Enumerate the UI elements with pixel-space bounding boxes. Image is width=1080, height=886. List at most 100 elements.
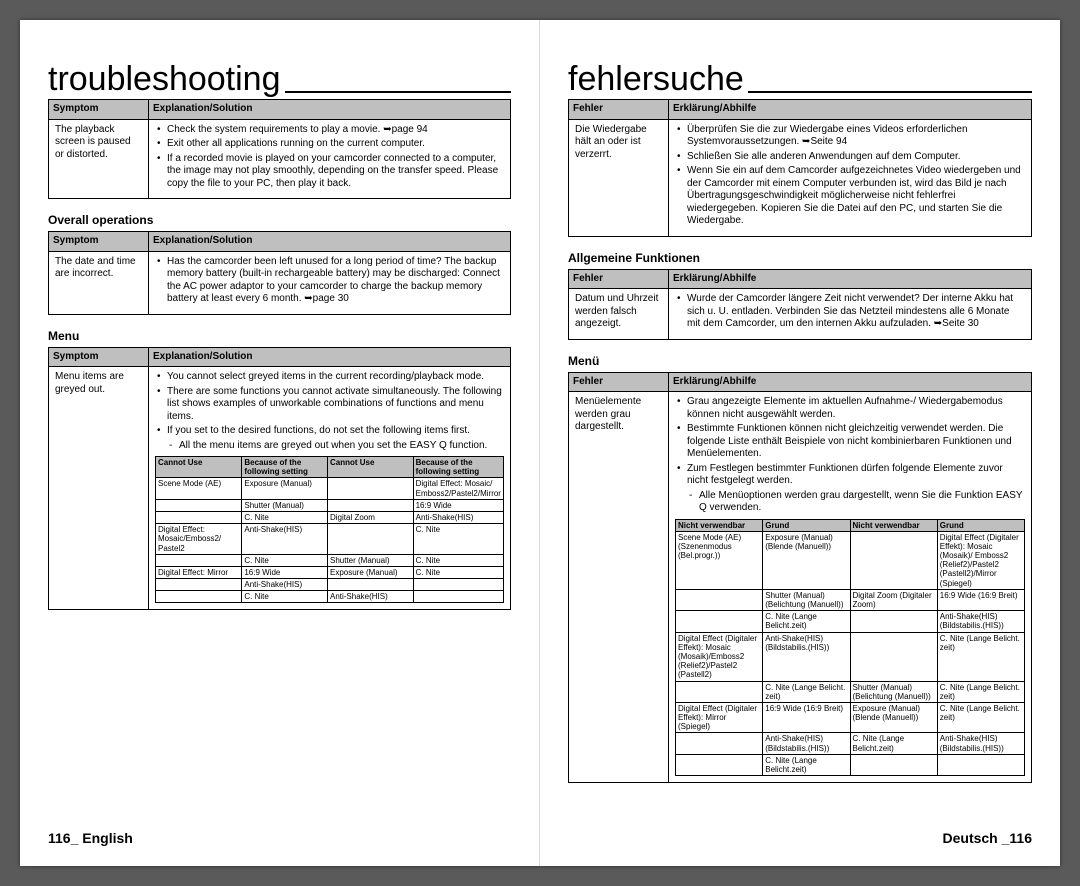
page-german: fehlersuche Fehler Erklärung/Abhilfe Die… xyxy=(540,20,1060,866)
explanation-cell: Überprüfen Sie die zur Wiedergabe eines … xyxy=(669,119,1032,236)
section-overall: Overall operations xyxy=(48,213,511,227)
compat-cell: Shutter (Manual) xyxy=(242,499,328,511)
compat-cell: Anti-Shake(HIS) xyxy=(242,579,328,591)
dash-list: Alle Menüoptionen werden grau dargestell… xyxy=(675,490,1025,515)
bullet: Wurde der Camcorder längere Zeit nicht v… xyxy=(675,293,1025,331)
table-menu: Symptom Explanation/Solution Menu items … xyxy=(48,347,511,611)
bullet: You cannot select greyed items in the cu… xyxy=(155,371,504,384)
explanation-cell: Check the system requirements to play a … xyxy=(149,119,511,199)
compat-cell: Digital Effect (Digitaler Effekt): Mosai… xyxy=(676,632,763,681)
section-overall: Allgemeine Funktionen xyxy=(568,251,1032,265)
dash-item: Alle Menüoptionen werden grau dargestell… xyxy=(687,490,1025,515)
compat-cell xyxy=(327,579,413,591)
bullet: Zum Festlegen bestimmter Funktionen dürf… xyxy=(675,463,1025,488)
bullet: Bestimmte Funktionen können nicht gleich… xyxy=(675,423,1025,461)
compat-cell: C. Nite (Lange Belicht.zeit) xyxy=(763,754,850,775)
explanation-cell: Grau angezeigte Elemente im aktuellen Au… xyxy=(669,392,1032,783)
symptom-cell: The date and time are incorrect. xyxy=(49,251,149,314)
page-title: troubleshooting xyxy=(48,60,281,99)
compat-cell: Shutter (Manual) (Belichtung (Manuell)) xyxy=(850,681,937,702)
bullet: Has the camcorder been left unused for a… xyxy=(155,256,504,306)
compat-header: Nicht verwendbar xyxy=(850,519,937,531)
title-rule xyxy=(748,91,1032,93)
compat-cell: Anti-Shake(HIS) xyxy=(413,511,503,523)
explanation-cell: Wurde der Camcorder längere Zeit nicht v… xyxy=(669,289,1032,340)
table-overall: Fehler Erklärung/Abhilfe Datum und Uhrze… xyxy=(568,269,1032,340)
compat-cell: Exposure (Manual) (Blende (Manuell)) xyxy=(850,702,937,733)
compat-cell: Digital Effect: Mosaic/Emboss2/ Pastel2 xyxy=(156,524,242,555)
compat-header: Nicht verwendbar xyxy=(676,519,763,531)
bullet: Exit other all applications running on t… xyxy=(155,138,504,151)
compat-header: Because of the following setting xyxy=(413,457,503,478)
th-symptom: Symptom xyxy=(49,347,149,367)
compat-cell: Anti-Shake(HIS) (Bildstabilis.(HIS)) xyxy=(937,611,1024,632)
compat-cell: Anti-Shake(HIS) xyxy=(327,591,413,603)
compat-cell: Digital Zoom xyxy=(327,511,413,523)
bullet-list: You cannot select greyed items in the cu… xyxy=(155,371,504,438)
compat-cell xyxy=(937,754,1024,775)
compat-cell xyxy=(850,632,937,681)
compat-cell xyxy=(156,579,242,591)
compat-cell: C. Nite xyxy=(413,524,503,555)
compat-cell xyxy=(676,611,763,632)
th-symptom: Fehler xyxy=(569,269,669,289)
compat-cell: C. Nite (Lange Belicht. zeit) xyxy=(763,681,850,702)
compat-cell xyxy=(676,733,763,754)
compat-header: Grund xyxy=(763,519,850,531)
title-wrap: troubleshooting xyxy=(48,60,511,99)
compat-cell xyxy=(676,589,763,610)
bullet: There are some functions you cannot acti… xyxy=(155,386,504,424)
compat-cell: Digital Effect: Mirror xyxy=(156,566,242,578)
page-footer: Deutsch _116 xyxy=(568,818,1032,846)
bullet: Grau angezeigte Elemente im aktuellen Au… xyxy=(675,396,1025,421)
compat-cell: Exposure (Manual) (Blende (Manuell)) xyxy=(763,531,850,589)
compat-cell xyxy=(850,754,937,775)
bullet-list: Wurde der Camcorder längere Zeit nicht v… xyxy=(675,293,1025,331)
compat-cell xyxy=(156,554,242,566)
compat-cell xyxy=(156,511,242,523)
compat-cell xyxy=(850,611,937,632)
compat-cell: Exposure (Manual) xyxy=(242,478,328,499)
compat-cell: Anti-Shake(HIS) xyxy=(242,524,328,555)
section-menu: Menü xyxy=(568,354,1032,368)
table-playback: Fehler Erklärung/Abhilfe Die Wiedergabe … xyxy=(568,99,1032,237)
th-explanation: Erklärung/Abhilfe xyxy=(669,100,1032,120)
compat-cell: C. Nite (Lange Belicht.zeit) xyxy=(850,733,937,754)
compat-cell xyxy=(413,591,503,603)
compat-cell: Scene Mode (AE) xyxy=(156,478,242,499)
compat-cell: Anti-Shake(HIS) (Bildstabilis.(HIS)) xyxy=(937,733,1024,754)
compat-cell xyxy=(156,499,242,511)
compat-cell: C. Nite (Lange Belicht.zeit) xyxy=(763,611,850,632)
dash-list: All the menu items are greyed out when y… xyxy=(155,440,504,453)
explanation-cell: Has the camcorder been left unused for a… xyxy=(149,251,511,314)
bullet: If a recorded movie is played on your ca… xyxy=(155,153,504,191)
compat-cell: C. Nite xyxy=(413,566,503,578)
compat-cell xyxy=(676,754,763,775)
th-symptom: Fehler xyxy=(569,372,669,392)
title-rule xyxy=(285,91,511,93)
compat-cell: C. Nite xyxy=(242,511,328,523)
table-menu: Fehler Erklärung/Abhilfe Menüelemente we… xyxy=(568,372,1032,784)
compat-cell: Digital Effect (Digitaler Effekt): Mirro… xyxy=(676,702,763,733)
symptom-cell: The playback screen is paused or distort… xyxy=(49,119,149,199)
compat-header: Cannot Use xyxy=(327,457,413,478)
compat-header: Cannot Use xyxy=(156,457,242,478)
bullet: Überprüfen Sie die zur Wiedergabe eines … xyxy=(675,124,1025,149)
bullet-list: Has the camcorder been left unused for a… xyxy=(155,256,504,306)
compat-header: Because of the following setting xyxy=(242,457,328,478)
th-explanation: Erklärung/Abhilfe xyxy=(669,269,1032,289)
page-title: fehlersuche xyxy=(568,60,744,99)
compat-cell: C. Nite xyxy=(242,554,328,566)
compat-cell: Digital Zoom (Digitaler Zoom) xyxy=(850,589,937,610)
dash-item: All the menu items are greyed out when y… xyxy=(167,440,504,453)
compat-cell: Digital Effect: Mosaic/ Emboss2/Pastel2/… xyxy=(413,478,503,499)
th-explanation: Explanation/Solution xyxy=(149,100,511,120)
compat-cell: 16:9 Wide (16:9 Breit) xyxy=(763,702,850,733)
symptom-cell: Datum und Uhrzeit werden falsch angezeig… xyxy=(569,289,669,340)
compat-cell xyxy=(327,478,413,499)
section-menu: Menu xyxy=(48,329,511,343)
compat-cell xyxy=(327,499,413,511)
title-wrap: fehlersuche xyxy=(568,60,1032,99)
page-footer: 116_ English xyxy=(48,818,511,846)
compat-cell xyxy=(327,524,413,555)
